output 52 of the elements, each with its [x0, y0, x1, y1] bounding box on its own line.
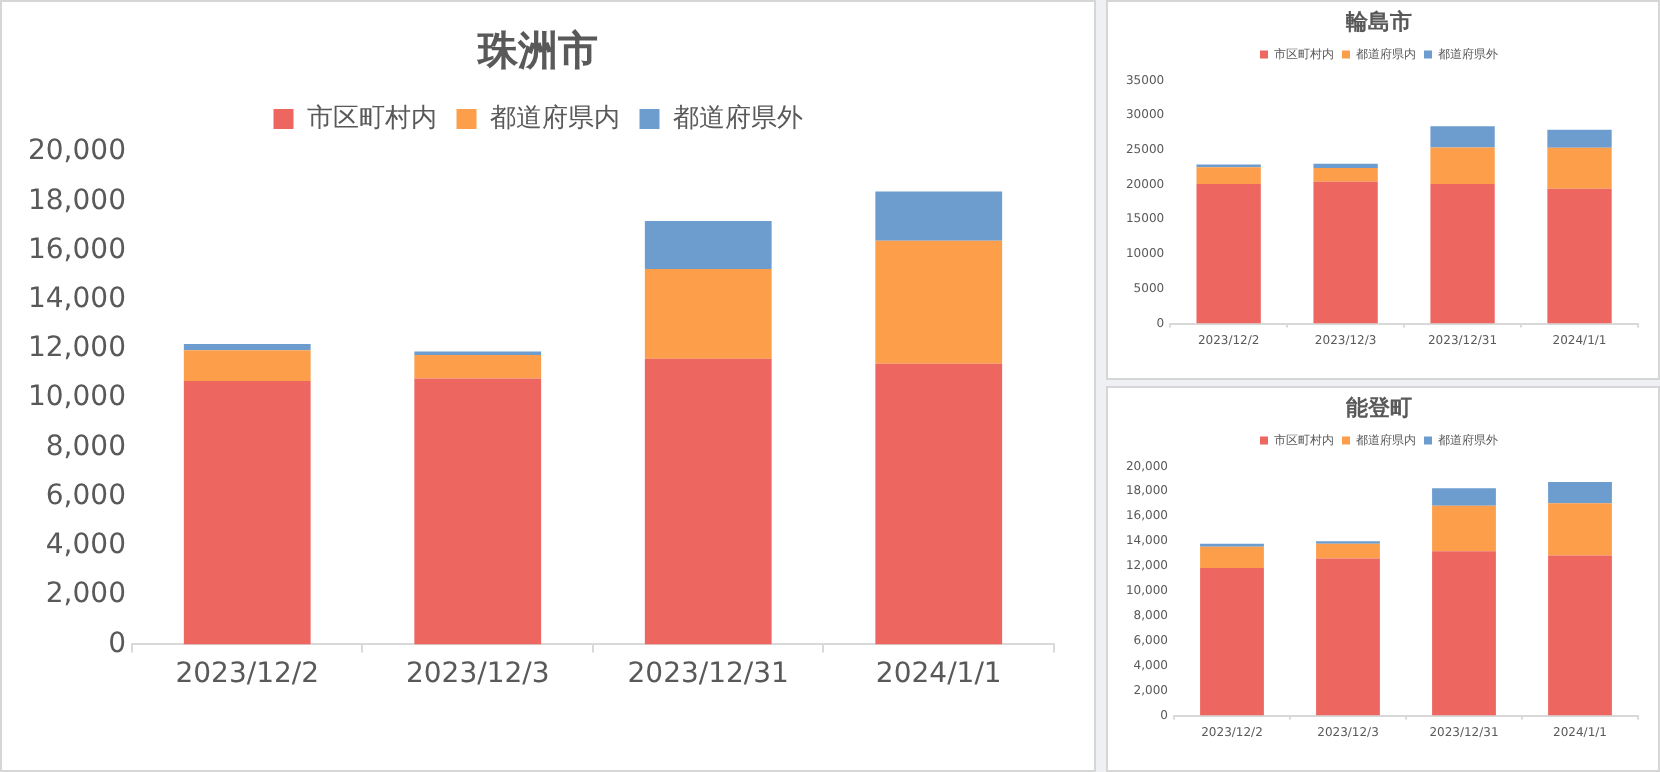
x-tick-label: 2024/1/1: [875, 658, 1002, 691]
bar: [1547, 188, 1612, 324]
bar: [1313, 181, 1378, 324]
chart-title: 能登町: [1346, 394, 1412, 421]
bar: [1316, 543, 1380, 559]
x-tick-label: 2023/12/2: [175, 658, 320, 691]
bar: [183, 344, 311, 351]
chart-title: 珠洲市: [476, 26, 598, 75]
bar: [1200, 546, 1264, 568]
bar: [875, 240, 1003, 364]
bar: [1548, 503, 1612, 556]
bar: [183, 350, 311, 381]
y-tick-label: 2,000: [45, 578, 126, 611]
legend-label: 都道府県外: [672, 101, 803, 134]
x-tick-label: 2023/12/31: [627, 658, 789, 691]
y-tick-label: 10,000: [27, 381, 126, 414]
chart-title: 輪島市: [1344, 8, 1412, 35]
y-tick-label: 4,000: [45, 529, 126, 562]
bar: [1313, 167, 1378, 182]
bar: [644, 358, 772, 645]
y-tick-label: 8,000: [45, 430, 126, 463]
y-tick-label: 18,000: [27, 184, 126, 217]
y-tick-label: 20,000: [27, 135, 126, 168]
legend-label: 都道府県内: [489, 101, 620, 134]
bar: [1316, 558, 1380, 716]
bar: [1548, 555, 1612, 716]
bar: [644, 220, 772, 269]
bar: [1432, 505, 1496, 552]
bar: [1430, 183, 1495, 324]
bar: [1430, 126, 1495, 148]
y-tick-label: 16,000: [27, 233, 126, 266]
bar: [1432, 551, 1496, 716]
bar: [414, 378, 542, 645]
y-tick-label: 6,000: [45, 479, 126, 512]
bar: [1547, 147, 1612, 189]
y-tick-label: 0: [108, 627, 126, 660]
y-tick-label: 12,000: [27, 332, 126, 365]
bar: [1200, 567, 1264, 716]
bar: [1547, 129, 1612, 148]
y-tick-label: 14,000: [27, 283, 126, 315]
bar: [414, 355, 542, 379]
bar: [183, 380, 311, 645]
bar: [1548, 481, 1612, 504]
x-tick-label: 2023/12/3: [405, 658, 550, 691]
bar: [1196, 183, 1261, 324]
bar: [1196, 167, 1261, 184]
bar: [1430, 147, 1495, 184]
bar: [1432, 488, 1496, 506]
bar: [644, 268, 772, 359]
bar: [875, 191, 1003, 241]
bar: [875, 363, 1003, 645]
legend-label: 市区町村内: [306, 103, 437, 134]
